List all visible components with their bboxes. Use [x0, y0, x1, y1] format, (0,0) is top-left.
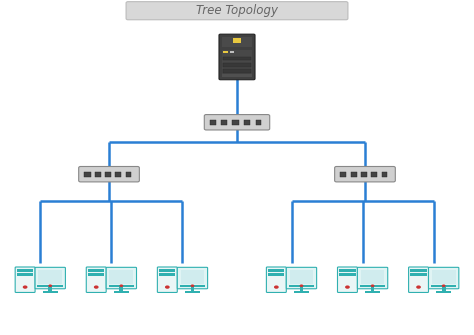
Bar [371, 172, 377, 177]
Bar [232, 120, 238, 125]
Circle shape [416, 285, 421, 289]
Circle shape [442, 284, 446, 287]
FancyBboxPatch shape [35, 267, 65, 289]
Bar [222, 37, 252, 47]
Circle shape [165, 285, 170, 289]
Bar [109, 285, 134, 287]
FancyBboxPatch shape [79, 166, 139, 182]
Bar [181, 270, 204, 284]
Bar [244, 120, 250, 125]
Text: Tree Topology: Tree Topology [196, 4, 278, 17]
FancyBboxPatch shape [335, 166, 395, 182]
Bar [17, 273, 33, 276]
Circle shape [274, 285, 279, 289]
FancyBboxPatch shape [157, 267, 177, 292]
Circle shape [345, 285, 350, 289]
Bar [180, 285, 205, 287]
FancyBboxPatch shape [204, 115, 270, 130]
FancyBboxPatch shape [286, 267, 317, 289]
Bar [109, 270, 133, 284]
Circle shape [119, 284, 123, 287]
Bar [95, 172, 101, 177]
Bar [223, 51, 228, 54]
Bar [185, 291, 200, 293]
Bar [351, 172, 357, 177]
Bar [43, 291, 58, 293]
Bar [191, 287, 194, 291]
Bar [294, 291, 309, 293]
FancyBboxPatch shape [86, 267, 106, 292]
FancyBboxPatch shape [126, 2, 348, 20]
Bar [410, 269, 427, 272]
FancyBboxPatch shape [337, 267, 357, 292]
Circle shape [191, 284, 194, 287]
Bar [361, 172, 367, 177]
Bar [431, 285, 456, 287]
Bar [222, 51, 252, 74]
Bar [340, 172, 346, 177]
Bar [17, 269, 33, 272]
FancyBboxPatch shape [266, 267, 286, 292]
Bar [268, 273, 284, 276]
FancyBboxPatch shape [177, 267, 208, 289]
Bar [210, 120, 216, 125]
Bar [105, 172, 111, 177]
FancyBboxPatch shape [15, 267, 35, 292]
FancyBboxPatch shape [409, 267, 428, 292]
Bar [37, 285, 63, 287]
Bar [88, 273, 104, 276]
Bar [84, 172, 91, 177]
Bar [360, 285, 385, 287]
Bar [442, 287, 446, 291]
Bar [114, 291, 129, 293]
Bar [256, 120, 261, 125]
Bar [290, 270, 313, 284]
Bar [230, 51, 234, 54]
Bar [365, 291, 380, 293]
Bar [223, 57, 251, 60]
Circle shape [94, 285, 99, 289]
Bar [221, 120, 228, 125]
Bar [159, 273, 175, 276]
Bar [223, 69, 251, 73]
FancyBboxPatch shape [106, 267, 137, 289]
Bar [339, 269, 356, 272]
Bar [432, 270, 456, 284]
Bar [268, 269, 284, 272]
Bar [126, 172, 131, 177]
Bar [159, 269, 175, 272]
Bar [371, 287, 374, 291]
Circle shape [23, 285, 27, 289]
FancyBboxPatch shape [219, 34, 255, 80]
FancyBboxPatch shape [357, 267, 388, 289]
Bar [361, 270, 384, 284]
Circle shape [300, 284, 303, 287]
Circle shape [48, 284, 52, 287]
Bar [233, 38, 241, 43]
Bar [119, 287, 123, 291]
Bar [289, 285, 314, 287]
Bar [88, 269, 104, 272]
FancyBboxPatch shape [428, 267, 459, 289]
Bar [223, 63, 251, 67]
Bar [222, 74, 252, 77]
Bar [339, 273, 356, 276]
Bar [300, 287, 303, 291]
Bar [115, 172, 121, 177]
Bar [410, 273, 427, 276]
Bar [38, 270, 62, 284]
Bar [48, 287, 52, 291]
Bar [436, 291, 451, 293]
Circle shape [371, 284, 374, 287]
Bar [382, 172, 387, 177]
